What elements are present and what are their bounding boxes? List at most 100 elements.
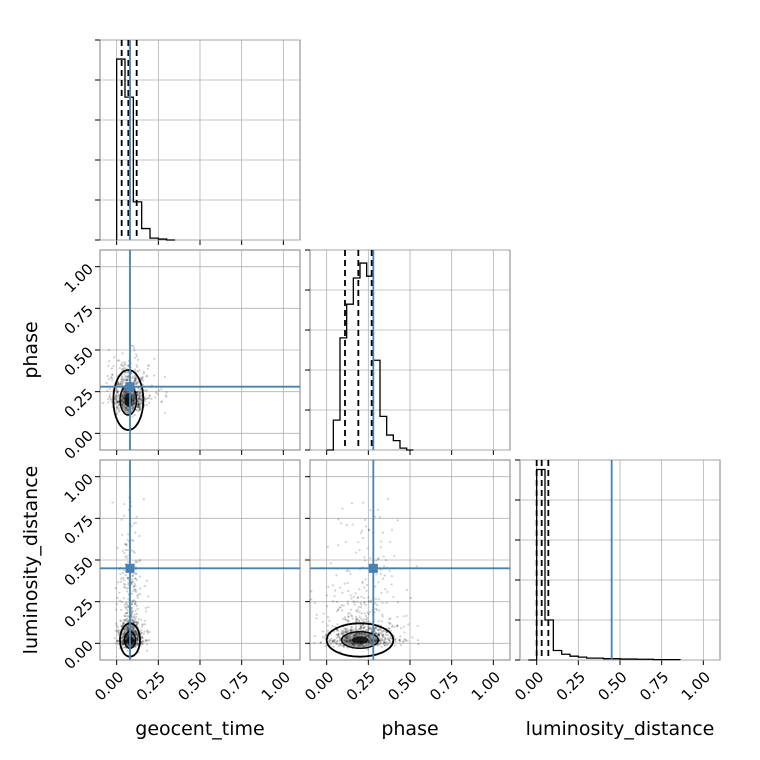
scatter-point <box>385 601 388 605</box>
scatter-point <box>387 642 390 645</box>
scatter-point <box>377 633 381 637</box>
scatter-point <box>125 641 128 644</box>
scatter-point <box>337 629 340 632</box>
scatter-point <box>140 625 143 628</box>
scatter-point <box>121 399 124 402</box>
scatter-point <box>382 633 385 636</box>
scatter-point <box>121 642 124 645</box>
scatter-point <box>124 548 127 552</box>
scatter-point <box>369 636 373 640</box>
scatter-geocent_time-vs-phase-truth-marker <box>125 382 135 392</box>
scatter-point <box>139 400 143 403</box>
scatter-point <box>134 609 137 613</box>
scatter-point <box>349 608 353 611</box>
scatter-point <box>131 625 134 628</box>
scatter-point <box>134 633 137 636</box>
scatter-point <box>116 401 120 404</box>
scatter-point <box>147 595 150 598</box>
scatter-point <box>362 501 365 504</box>
scatter-point <box>138 369 141 372</box>
scatter-point <box>132 599 135 602</box>
scatter-point <box>378 639 381 642</box>
scatter-point <box>341 633 344 637</box>
scatter-point <box>124 586 127 589</box>
scatter-point <box>133 402 136 405</box>
scatter-point <box>369 556 372 560</box>
scatter-point <box>121 646 125 650</box>
scatter-point <box>395 625 399 628</box>
scatter-point <box>131 620 134 623</box>
scatter-point <box>416 625 419 628</box>
scatter-point <box>329 639 332 642</box>
scatter-point <box>358 615 361 618</box>
scatter-point <box>123 401 126 404</box>
scatter-point <box>369 639 372 642</box>
scatter-point <box>126 364 129 367</box>
scatter-point <box>136 393 140 396</box>
scatter-point <box>135 630 138 634</box>
scatter-point <box>132 399 135 402</box>
scatter-point <box>357 632 360 635</box>
scatter-point <box>145 375 148 378</box>
scatter-point <box>135 515 138 518</box>
scatter-point <box>370 638 373 642</box>
scatter-point <box>388 622 391 626</box>
scatter-point <box>125 638 128 641</box>
scatter-point <box>126 533 130 536</box>
scatter-point <box>368 627 371 630</box>
scatter-point <box>350 641 353 644</box>
scatter-point <box>377 634 380 637</box>
scatter-point <box>121 636 124 639</box>
scatter-point <box>134 577 137 580</box>
scatter-point <box>319 641 322 644</box>
scatter-point <box>133 381 137 384</box>
scatter-point <box>141 383 145 386</box>
scatter-point <box>377 632 381 635</box>
scatter-point <box>355 619 358 622</box>
scatter-point <box>146 374 149 377</box>
scatter-point <box>121 642 124 646</box>
scatter-point <box>121 404 125 407</box>
scatter-point <box>335 642 339 645</box>
scatter-point <box>115 602 118 605</box>
scatter-point <box>357 632 361 635</box>
scatter-point <box>359 531 363 534</box>
scatter-point <box>125 640 128 643</box>
scatter-point <box>134 629 137 632</box>
scatter-point <box>116 396 119 399</box>
scatter-point <box>358 627 361 630</box>
scatter-point <box>351 642 354 646</box>
scatter-point <box>360 612 363 615</box>
scatter-point <box>134 632 137 636</box>
scatter-point <box>374 640 377 643</box>
ytick-label-luminosity_distance-4: 1.00 <box>61 470 97 506</box>
scatter-point <box>134 629 137 632</box>
scatter-point <box>142 379 145 382</box>
scatter-point <box>141 642 144 645</box>
scatter-point <box>135 381 138 384</box>
scatter-point <box>136 358 140 361</box>
scatter-point <box>382 564 386 568</box>
scatter-point <box>132 639 135 642</box>
scatter-point <box>123 363 126 366</box>
scatter-point <box>389 622 392 625</box>
scatter-point <box>368 635 371 639</box>
xtick-label-geocent_time-1: 0.25 <box>133 668 169 704</box>
scatter-point <box>340 629 343 633</box>
scatter-point <box>121 368 124 371</box>
scatter-point <box>153 374 156 377</box>
scatter-point <box>367 628 370 631</box>
scatter-point <box>402 625 405 628</box>
scatter-point <box>121 376 124 379</box>
scatter-point <box>366 633 369 637</box>
scatter-point <box>380 540 383 543</box>
scatter-point <box>359 626 362 629</box>
scatter-point <box>126 576 129 580</box>
scatter-point <box>340 632 343 635</box>
scatter-point <box>335 574 338 577</box>
scatter-point <box>132 395 136 398</box>
scatter-point <box>123 646 127 649</box>
scatter-point <box>144 639 148 642</box>
scatter-point <box>365 644 368 647</box>
scatter-point <box>127 375 130 378</box>
